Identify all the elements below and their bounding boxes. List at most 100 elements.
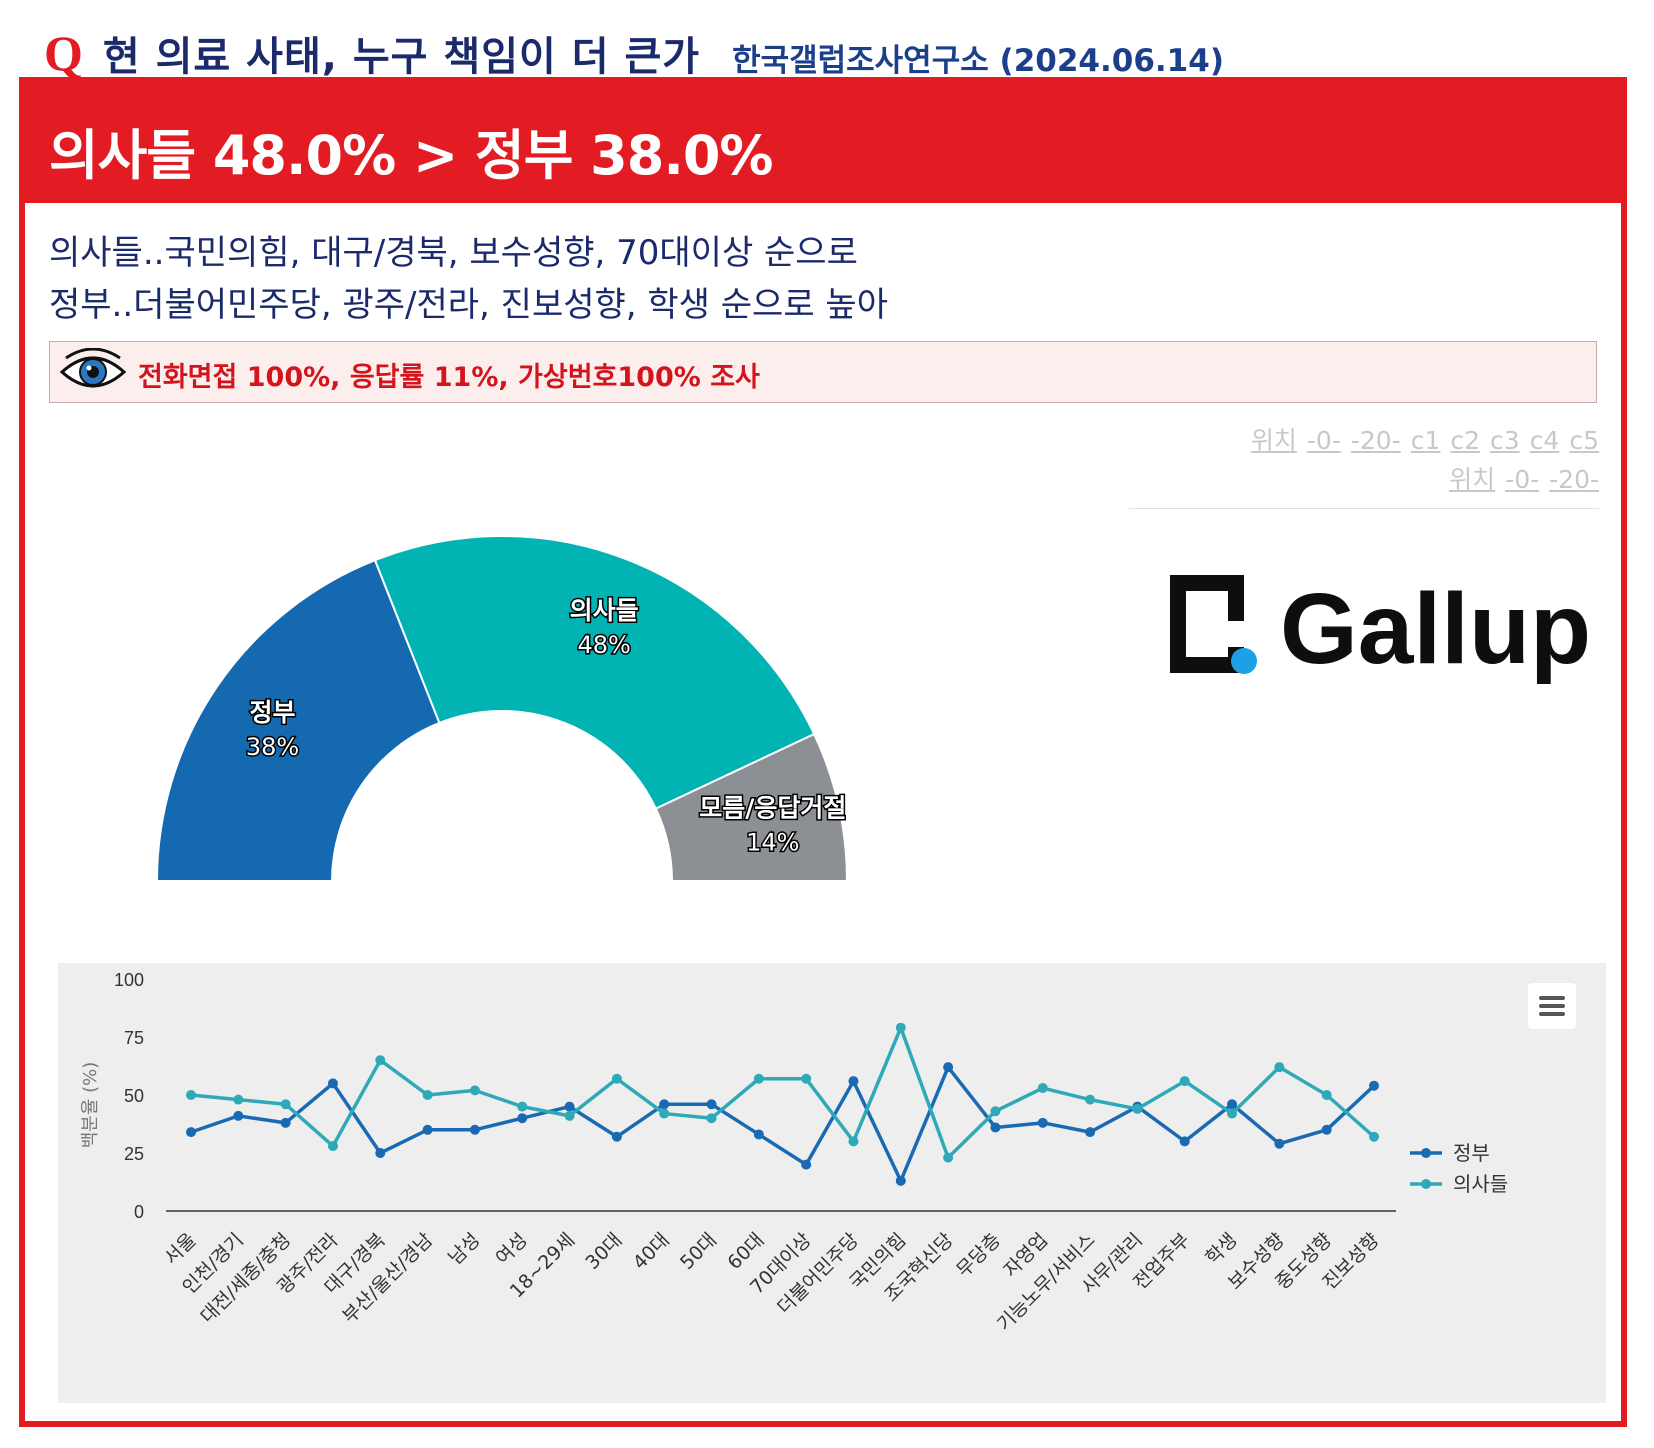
position-link[interactable]: 위치 xyxy=(1449,465,1496,494)
data-point xyxy=(1037,1083,1048,1094)
headline-text: 의사들 48.0% > 정부 38.0% xyxy=(49,124,774,187)
data-point xyxy=(564,1101,575,1112)
divider xyxy=(1129,508,1599,509)
hamburger-icon-bar xyxy=(1539,1004,1565,1008)
y-tick-label: 25 xyxy=(124,1144,144,1164)
line-chart-panel: 0 25 50 75 100 백분율 (%) 서울 인천/경기 대전/세종/충청 광주/전라 대구/… xyxy=(58,963,1606,1403)
data-point xyxy=(469,1124,480,1135)
summary-text: 의사들..국민의힘, 대구/경북, 보수성향, 70대이상 순으로 정부..더불… xyxy=(49,227,888,331)
legend-swatch-dot xyxy=(1421,1148,1431,1158)
data-point xyxy=(611,1073,622,1084)
question-title: 현 의료 사태, 누구 책임이 더 큰가 xyxy=(102,34,701,80)
y-axis-label: 백분율 (%) xyxy=(80,1062,101,1149)
pie-slice xyxy=(156,559,441,882)
x-tick-label: 학생 xyxy=(1201,1229,1241,1269)
q-mark: Q xyxy=(44,25,83,81)
data-point xyxy=(1369,1131,1379,1142)
series-line xyxy=(190,1025,1376,1160)
chart-menu-button[interactable] xyxy=(1528,983,1576,1029)
slice-value-label: 48% xyxy=(577,631,630,659)
data-point xyxy=(517,1113,528,1124)
methodology-text: 전화면접 100%, 응답률 11%, 가상번호100% 조사 xyxy=(138,362,760,393)
position-link[interactable]: -20- xyxy=(1549,465,1599,494)
data-point xyxy=(469,1085,480,1096)
data-point xyxy=(564,1110,575,1121)
data-point xyxy=(990,1106,1001,1117)
pie-slice xyxy=(654,733,848,882)
x-tick-label: 남성 xyxy=(444,1229,484,1269)
data-point xyxy=(848,1136,859,1147)
pie-slice xyxy=(373,535,816,810)
legend-item-label: 의사들 xyxy=(1453,1172,1508,1196)
data-point xyxy=(422,1124,433,1135)
y-tick-label: 0 xyxy=(134,1202,144,1222)
summary-line-2: 정부..더불어민주당, 광주/전라, 진보성향, 학생 순으로 높아 xyxy=(49,285,888,325)
data-point xyxy=(422,1090,433,1100)
data-point xyxy=(801,1073,812,1084)
data-point xyxy=(1321,1124,1332,1135)
x-tick-label: 서울 xyxy=(160,1229,200,1269)
eye-icon xyxy=(60,348,126,388)
data-point xyxy=(1227,1108,1238,1119)
position-link[interactable]: 위치 xyxy=(1250,426,1297,455)
hamburger-icon-bar xyxy=(1539,1012,1565,1016)
data-point xyxy=(1085,1127,1096,1138)
data-point xyxy=(1274,1062,1285,1073)
data-point xyxy=(1179,1076,1190,1087)
data-point xyxy=(1274,1138,1285,1149)
data-point xyxy=(848,1076,859,1087)
summary-line-1: 의사들..국민의힘, 대구/경북, 보수성향, 70대이상 순으로 xyxy=(49,233,858,273)
position-links-row-1: 위치 -0- -20- c1 c2 c3 c4 c5 xyxy=(1119,421,1599,460)
data-point xyxy=(943,1152,954,1163)
position-link[interactable]: -20- xyxy=(1350,426,1401,455)
data-point xyxy=(1321,1090,1332,1100)
data-point xyxy=(706,1099,717,1110)
data-point xyxy=(280,1117,291,1128)
x-tick-label: 30대 xyxy=(581,1229,626,1274)
position-link[interactable]: -0- xyxy=(1505,465,1540,494)
semi-donut-chart: 정부 38% 의사들 48% 모름/응답거절 14% xyxy=(156,535,848,882)
x-tick-label: 무당층 xyxy=(952,1229,1005,1282)
position-link[interactable]: c3 xyxy=(1490,426,1520,455)
position-link[interactable]: c1 xyxy=(1410,426,1441,455)
series-line xyxy=(190,1065,1376,1183)
data-point xyxy=(327,1141,338,1152)
hamburger-icon xyxy=(1539,996,1565,1000)
data-point xyxy=(280,1099,291,1110)
slice-value-label: 14% xyxy=(746,828,799,856)
data-point xyxy=(517,1101,528,1112)
data-point xyxy=(753,1073,764,1084)
y-tick-label: 75 xyxy=(124,1028,144,1048)
slice-label: 정부 xyxy=(249,698,295,727)
slice-label: 의사들 xyxy=(570,596,639,625)
data-point xyxy=(1132,1103,1143,1114)
data-point xyxy=(186,1127,196,1138)
data-point xyxy=(801,1159,812,1170)
position-link[interactable]: c5 xyxy=(1569,426,1599,455)
position-links: 위치 -0- -20- c1 c2 c3 c4 c5 위치 -0- -20- xyxy=(1119,421,1599,499)
data-point xyxy=(1227,1099,1238,1110)
data-point xyxy=(659,1108,670,1119)
y-tick-label: 100 xyxy=(114,970,144,990)
legend-item-label: 정부 xyxy=(1453,1141,1490,1165)
data-point xyxy=(990,1122,1001,1133)
methodology-box: 전화면접 100%, 응답률 11%, 가상번호100% 조사 xyxy=(49,341,1597,403)
data-point xyxy=(895,1175,906,1186)
data-point xyxy=(375,1055,386,1066)
x-tick-label: 50대 xyxy=(676,1229,721,1274)
data-point xyxy=(706,1113,717,1124)
data-point xyxy=(943,1062,954,1073)
data-point xyxy=(1369,1080,1379,1091)
data-point xyxy=(1179,1136,1190,1147)
data-point xyxy=(753,1129,764,1140)
data-point xyxy=(1037,1117,1048,1128)
position-link[interactable]: c4 xyxy=(1529,426,1560,455)
headline-banner: 의사들 48.0% > 정부 38.0% xyxy=(25,83,1621,203)
y-tick-label: 50 xyxy=(124,1086,144,1106)
position-link[interactable]: -0- xyxy=(1306,426,1341,455)
data-point xyxy=(186,1090,196,1100)
position-links-row-2: 위치 -0- -20- xyxy=(1119,460,1599,499)
data-point xyxy=(1085,1094,1096,1105)
position-link[interactable]: c2 xyxy=(1450,426,1481,455)
